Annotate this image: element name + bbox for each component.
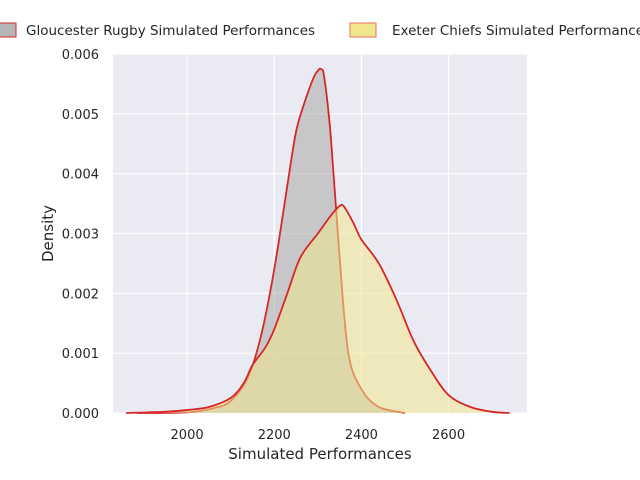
x-tick-label: 2600 — [432, 428, 465, 443]
legend-swatch — [0, 22, 17, 38]
series-2-line — [126, 203, 510, 414]
y-tick-label: 0.003 — [62, 228, 99, 243]
y-tick-label: 0.001 — [62, 347, 99, 362]
y-tick-label: 0.000 — [62, 407, 99, 422]
legend: Gloucester Rugby Simulated Performances E… — [0, 22, 640, 39]
y-tick-label: 0.006 — [62, 48, 99, 63]
y-tick-label: 0.005 — [62, 108, 99, 123]
x-tick-label: 2200 — [258, 428, 291, 443]
y-tick-label: 0.002 — [62, 287, 99, 302]
series-group — [126, 67, 510, 414]
x-axis-label: Simulated Performances — [228, 445, 412, 463]
y-axis-ticks: 0.000 0.001 0.002 0.003 0.004 0.005 0.006 — [62, 48, 99, 422]
y-tick-label: 0.004 — [62, 168, 99, 183]
y-axis-label: Density — [39, 205, 57, 262]
x-axis-ticks: 2000 2200 2400 2600 — [171, 428, 466, 443]
legend-label: Gloucester Rugby Simulated Performances — [26, 23, 315, 39]
x-tick-label: 2400 — [345, 428, 378, 443]
series-2-area — [126, 204, 510, 413]
legend-label: Exeter Chiefs Simulated Performances — [392, 23, 640, 39]
x-tick-label: 2000 — [171, 428, 204, 443]
legend-swatch — [349, 22, 377, 38]
